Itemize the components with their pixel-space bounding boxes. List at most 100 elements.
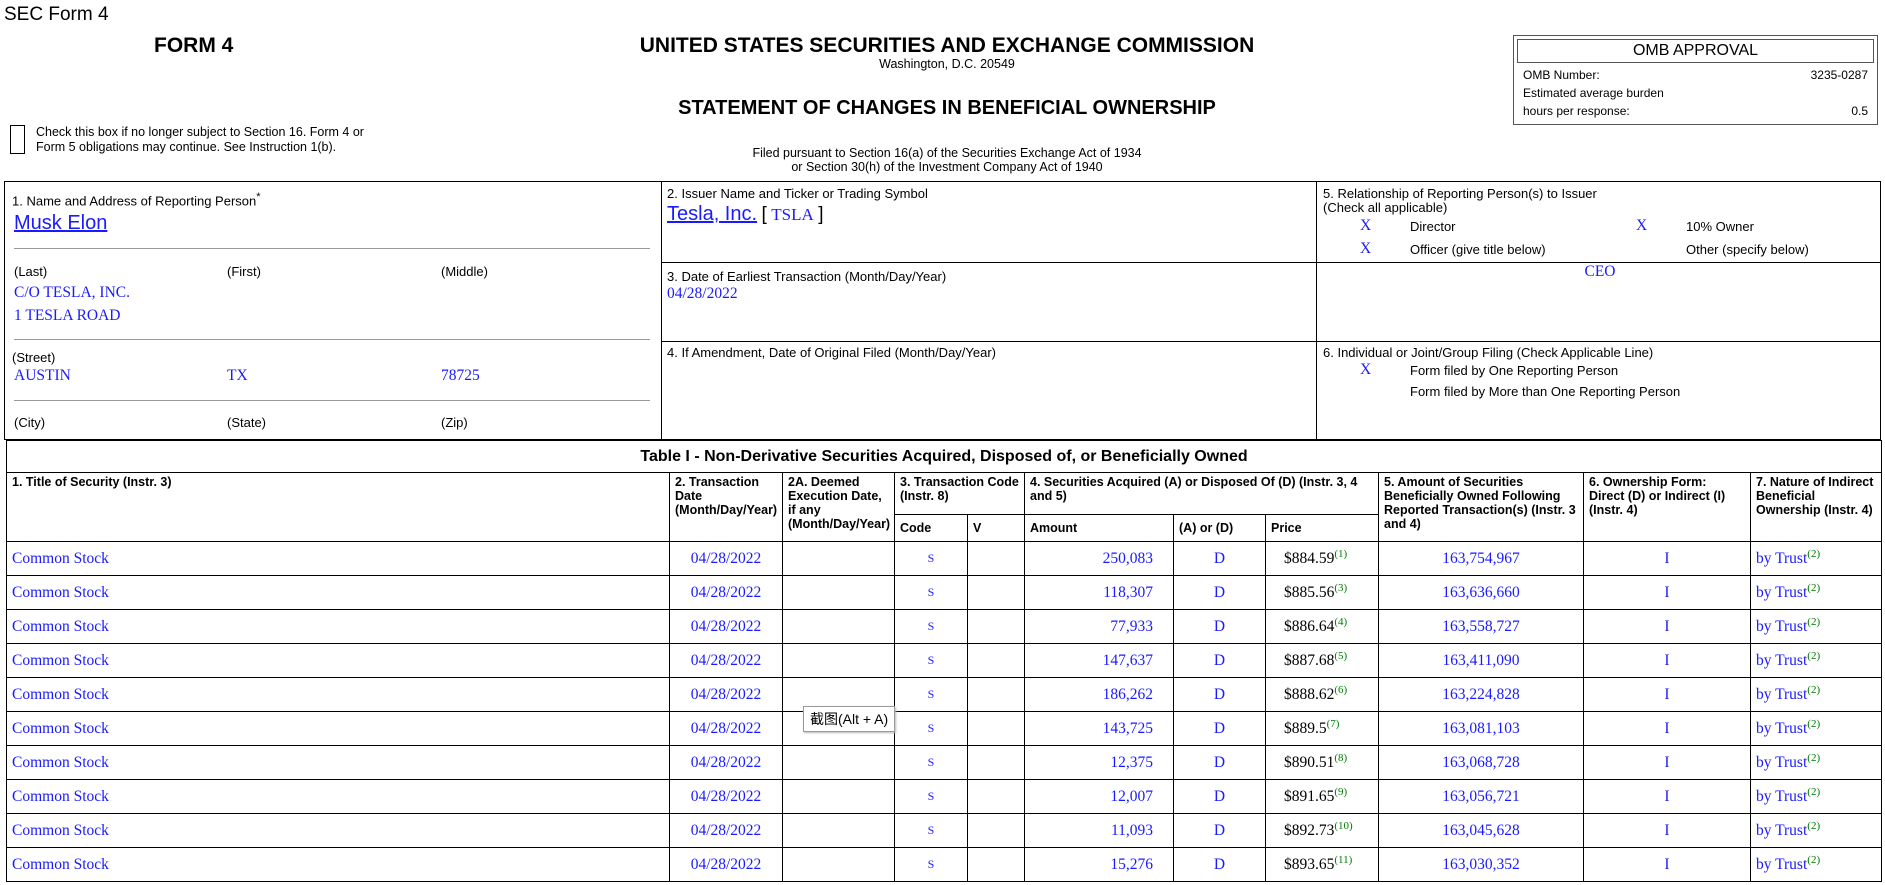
box3-label: 3. Date of Earliest Transaction (Month/D…: [667, 269, 947, 284]
v-flag: [967, 609, 1025, 644]
issuer[interactable]: Tesla, Inc.: [667, 203, 758, 225]
column-header: 5. Amount of Securities Beneficially Own…: [1378, 472, 1584, 542]
nature-cell: by Trust(2): [1749, 813, 1883, 848]
check-mark: X: [1360, 361, 1372, 378]
omb-label: OMB Number:: [1523, 68, 1600, 82]
column-header: 2. Transaction Date (Month/Day/Year): [669, 472, 783, 542]
amount: 77,933: [1024, 609, 1174, 644]
amount: 147,637: [1024, 643, 1174, 678]
filed-pursuant: or Section 30(h) of the Investment Compa…: [791, 160, 1103, 174]
officer-title: CEO: [1584, 263, 1616, 280]
nature: by Trust: [1756, 686, 1808, 704]
amount: 11,093: [1024, 813, 1174, 848]
subheader: (A) or (D): [1173, 514, 1266, 542]
acquired-disposed: D: [1173, 541, 1266, 576]
amount: 15,276: [1024, 847, 1174, 882]
amount: 12,375: [1024, 745, 1174, 780]
street: 1 TESLA ROAD: [14, 307, 121, 324]
check-mark: X: [1636, 217, 1648, 234]
v-flag: [967, 847, 1025, 882]
option-label: Form filed by More than One Reporting Pe…: [1410, 384, 1681, 399]
box-divider: [661, 181, 1317, 440]
footnote: (1): [1334, 548, 1348, 561]
acquired-disposed: D: [1173, 575, 1266, 610]
security-title: Common Stock: [6, 541, 670, 576]
footnote: (3): [1334, 582, 1348, 595]
box-divider: [661, 262, 1881, 342]
owned-following: 163,224,828: [1378, 677, 1584, 712]
price: $890.51: [1284, 754, 1335, 772]
nature: by Trust: [1756, 652, 1808, 670]
table-row: Common Stock 04/28/2022 S 77,933 D $886.64(4)…: [6, 609, 1883, 644]
nature-cell: by Trust(2): [1749, 609, 1883, 644]
table-row: Common Stock 04/28/2022 S 118,307 D $885.56(3…: [6, 575, 1883, 610]
option-label: Officer (give title below): [1410, 242, 1546, 257]
label: 1. Name and Address of Reporting Person: [12, 193, 257, 209]
transaction-date: 04/28/2022: [669, 541, 783, 576]
transaction-code: S: [894, 779, 968, 814]
table-row: Common Stock 04/28/2022 S 11,093 D $892.73(10…: [6, 813, 1883, 848]
ticker: TSLA: [771, 205, 814, 224]
acquired-disposed: D: [1173, 745, 1266, 780]
deemed-date: [782, 575, 895, 610]
rule: [14, 339, 650, 340]
footnote: (11): [1334, 854, 1353, 867]
transaction-date: 04/28/2022: [669, 745, 783, 780]
nature: by Trust: [1756, 822, 1808, 840]
nature: by Trust: [1756, 754, 1808, 772]
transaction-date: 04/28/2022: [669, 813, 783, 848]
nature: by Trust: [1756, 856, 1808, 874]
ownership-form: I: [1583, 847, 1751, 882]
field-label: (Zip): [441, 415, 468, 430]
bracket: [: [761, 204, 767, 225]
price: $886.64: [1284, 618, 1335, 636]
box5-sublabel: (Check all applicable): [1323, 200, 1448, 215]
checkbox[interactable]: [10, 125, 25, 154]
ownership-form: I: [1583, 541, 1751, 576]
omb-value: 0.5: [1851, 104, 1868, 118]
omb-value: 3235-0287: [1810, 68, 1868, 82]
box4-label: 4. If Amendment, Date of Original Filed …: [667, 345, 997, 360]
price-cell: $891.65(9): [1265, 779, 1379, 814]
price: $885.56: [1284, 584, 1335, 602]
price-cell: $885.56(3): [1265, 575, 1379, 610]
amount: 118,307: [1024, 575, 1174, 610]
page-title: SEC Form 4: [4, 4, 109, 25]
form-number: FORM 4: [154, 34, 234, 57]
deemed-date: [782, 813, 895, 848]
transaction-date: 04/28/2022: [669, 711, 783, 746]
v-flag: [967, 541, 1025, 576]
price: $887.68: [1284, 652, 1335, 670]
acquired-disposed: D: [1173, 643, 1266, 678]
transaction-code: S: [894, 711, 968, 746]
amount: 12,007: [1024, 779, 1174, 814]
subheader: Code: [894, 514, 968, 542]
price-cell: $892.73(10): [1265, 813, 1379, 848]
owned-following: 163,411,090: [1378, 643, 1584, 678]
column-header: 7. Nature of Indirect Beneficial Ownersh…: [1749, 472, 1883, 542]
transaction-code: S: [894, 813, 968, 848]
nature-cell: by Trust(2): [1749, 847, 1883, 882]
v-flag: [967, 779, 1025, 814]
footnote: (2): [1807, 718, 1821, 731]
transaction-date: 04/28/2022: [669, 779, 783, 814]
transaction-code: S: [894, 575, 968, 610]
price-cell: $889.5(7): [1265, 711, 1379, 746]
v-flag: [967, 745, 1025, 780]
deemed-date: [782, 847, 895, 882]
security-title: Common Stock: [6, 847, 670, 882]
footnote: (2): [1807, 548, 1821, 561]
ownership-form: I: [1583, 575, 1751, 610]
footnote: (2): [1807, 820, 1821, 833]
reporting-person[interactable]: Musk Elon: [14, 212, 108, 234]
footnote: (6): [1334, 684, 1348, 697]
price: $884.59: [1284, 550, 1335, 568]
price-cell: $893.65(11): [1265, 847, 1379, 882]
deemed-date: [782, 779, 895, 814]
security-title: Common Stock: [6, 643, 670, 678]
field-label: (First): [227, 264, 261, 279]
security-title: Common Stock: [6, 711, 670, 746]
nature-cell: by Trust(2): [1749, 745, 1883, 780]
bracket: ]: [818, 204, 824, 225]
amount: 143,725: [1024, 711, 1174, 746]
